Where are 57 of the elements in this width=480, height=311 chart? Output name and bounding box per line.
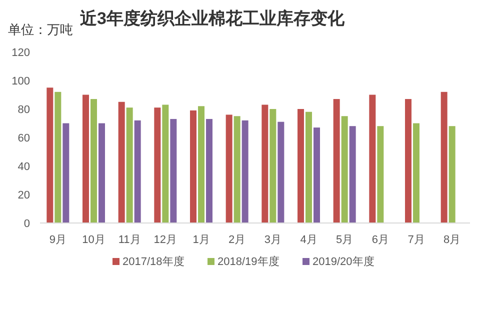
y-tick-label: 0 [24,218,30,230]
bar [306,112,312,223]
bar [90,99,97,223]
legend-label: 2019/20年度 [312,255,374,268]
legend-label: 2017/18年度 [122,255,184,268]
bar [126,108,133,223]
x-tick-label: 6月 [372,234,389,246]
bar [154,108,161,223]
bar [314,128,320,223]
chart-title: 近3年度纺织企业棉花工业库存变化 [79,9,346,28]
x-tick-label: 7月 [408,234,425,246]
bar [118,102,125,223]
x-tick-label: 9月 [49,234,66,246]
y-tick-label: 100 [12,76,30,88]
bar [170,118,177,223]
bar [54,92,62,223]
x-tick-label: 12月 [154,234,178,246]
x-tick-label: 3月 [264,234,282,246]
bar [46,88,54,223]
x-tick-label: 1月 [192,234,210,246]
y-tick-label: 60 [18,132,30,144]
y-axis-title: 单位：万吨 [8,22,73,37]
bar [349,126,356,223]
bar [206,118,212,223]
y-tick-label: 80 [18,104,30,116]
bar [162,104,169,223]
bar [369,94,376,223]
bar [198,106,204,223]
bar [262,104,268,223]
bar [270,109,276,223]
x-tick-label: 8月 [444,234,461,246]
bar [405,99,412,223]
bar [190,110,196,223]
y-tick-label: 120 [12,47,30,59]
bar [448,126,456,223]
bar [134,120,141,223]
bar [242,120,248,223]
x-tick-label: 4月 [300,234,318,246]
bar [226,114,232,223]
x-tick-label: 2月 [228,234,246,246]
bar [440,92,448,223]
bar [278,122,284,223]
bar [234,116,240,223]
x-tick-label: 5月 [336,234,354,246]
x-tick-label: 11月 [118,234,141,246]
y-tick-label: 40 [18,161,30,173]
x-tick-label: 10月 [82,234,106,246]
bar [62,123,70,223]
bar [333,99,340,223]
bar [341,116,348,223]
bar [82,94,89,223]
bar [298,109,304,223]
bar [377,126,384,223]
bar [413,123,420,223]
legend-label: 2018/19年度 [218,255,280,268]
y-tick-label: 20 [18,190,30,202]
bar [98,123,105,223]
